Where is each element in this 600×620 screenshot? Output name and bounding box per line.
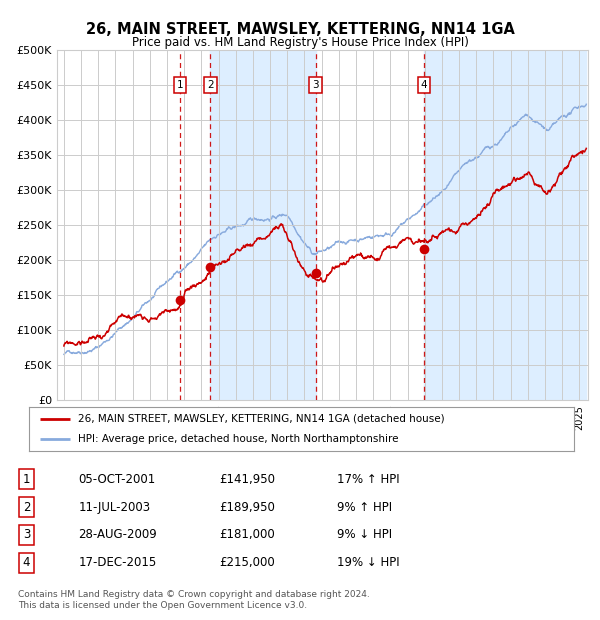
Text: 17-DEC-2015: 17-DEC-2015 [78, 556, 157, 569]
Text: 2: 2 [207, 79, 214, 90]
Text: £189,950: £189,950 [220, 501, 275, 513]
Text: 17% ↑ HPI: 17% ↑ HPI [337, 473, 400, 486]
Text: 28-AUG-2009: 28-AUG-2009 [78, 528, 157, 541]
Text: 4: 4 [421, 79, 427, 90]
Text: 3: 3 [23, 528, 30, 541]
Text: 2: 2 [23, 501, 30, 513]
Text: 19% ↓ HPI: 19% ↓ HPI [337, 556, 400, 569]
Text: 1: 1 [23, 473, 30, 486]
Bar [424, 50, 586, 400]
Text: £215,000: £215,000 [220, 556, 275, 569]
Text: Contains HM Land Registry data © Crown copyright and database right 2024.
This d: Contains HM Land Registry data © Crown c… [18, 590, 370, 609]
Text: 11-JUL-2003: 11-JUL-2003 [78, 501, 151, 513]
Text: Price paid vs. HM Land Registry's House Price Index (HPI): Price paid vs. HM Land Registry's House … [131, 36, 469, 49]
Bar [211, 50, 316, 400]
Text: £181,000: £181,000 [220, 528, 275, 541]
Text: 1: 1 [176, 79, 183, 90]
Text: 26, MAIN STREET, MAWSLEY, KETTERING, NN14 1GA (detached house): 26, MAIN STREET, MAWSLEY, KETTERING, NN1… [78, 414, 445, 424]
Text: 9% ↓ HPI: 9% ↓ HPI [337, 528, 392, 541]
Text: 9% ↑ HPI: 9% ↑ HPI [337, 501, 392, 513]
Text: 3: 3 [313, 79, 319, 90]
Text: £141,950: £141,950 [220, 473, 275, 486]
Text: 26, MAIN STREET, MAWSLEY, KETTERING, NN14 1GA: 26, MAIN STREET, MAWSLEY, KETTERING, NN1… [86, 22, 514, 37]
Text: 4: 4 [23, 556, 30, 569]
Text: 05-OCT-2001: 05-OCT-2001 [78, 473, 155, 486]
Text: HPI: Average price, detached house, North Northamptonshire: HPI: Average price, detached house, Nort… [78, 434, 398, 445]
